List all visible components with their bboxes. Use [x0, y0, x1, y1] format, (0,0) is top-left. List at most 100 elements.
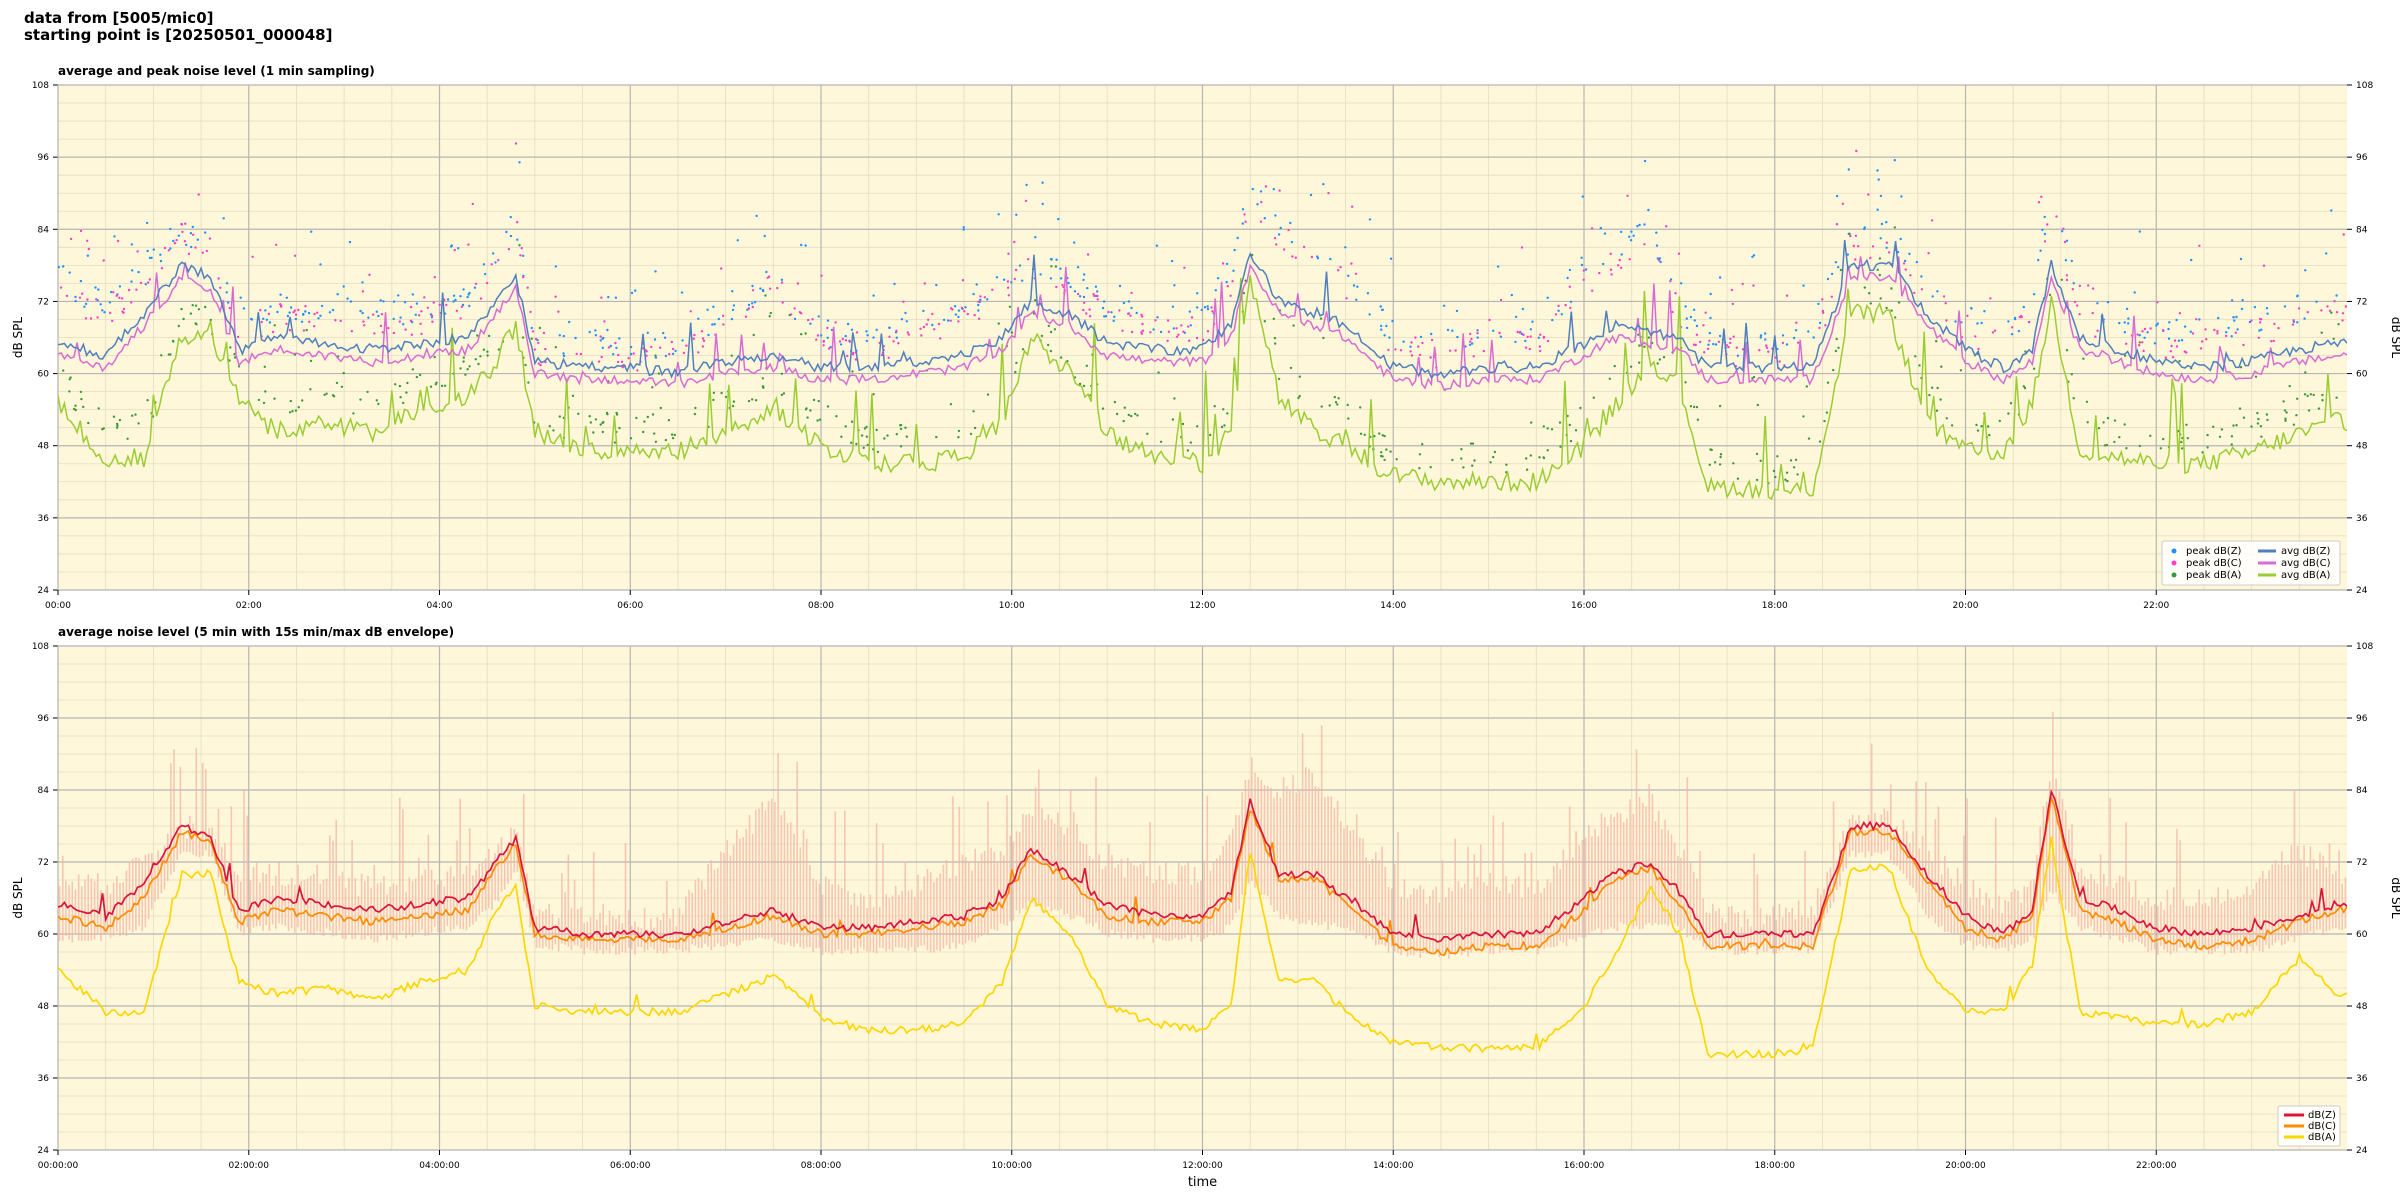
- peak-point: [1049, 349, 1053, 353]
- peak-point: [69, 237, 73, 241]
- peak-point: [2180, 339, 2184, 342]
- peak-point: [1551, 318, 1554, 322]
- peak-point: [986, 393, 990, 396]
- peak-point: [1796, 473, 1799, 476]
- peak-point: [1767, 350, 1770, 353]
- legend-marker: [2171, 572, 2177, 578]
- peak-point: [2041, 228, 2044, 232]
- peak-point: [1980, 321, 1983, 325]
- peak-point: [328, 311, 332, 314]
- peak-point: [1157, 371, 1160, 374]
- peak-point: [558, 415, 561, 418]
- peak-point: [840, 435, 843, 438]
- peak-point: [1516, 330, 1519, 334]
- peak-point: [1118, 284, 1122, 288]
- peak-point: [2043, 232, 2047, 236]
- peak-point: [285, 322, 288, 325]
- peak-point: [1272, 188, 1276, 191]
- peak-point: [471, 202, 474, 206]
- peak-point: [275, 243, 278, 246]
- peak-point: [1469, 340, 1472, 343]
- chart-2-legend: dB(Z)dB(C)dB(A): [2277, 1105, 2341, 1147]
- peak-point: [1034, 299, 1037, 302]
- peak-point: [2071, 288, 2074, 291]
- peak-point: [957, 309, 961, 312]
- peak-point: [2106, 416, 2110, 420]
- peak-point: [1334, 401, 1338, 404]
- peak-point: [2118, 436, 2121, 439]
- peak-point: [1082, 384, 1086, 388]
- peak-point: [2127, 322, 2130, 325]
- peak-point: [1983, 310, 1986, 313]
- peak-point: [1233, 248, 1236, 252]
- peak-point: [320, 304, 324, 308]
- peak-point: [2242, 343, 2245, 347]
- peak-point: [1418, 353, 1422, 357]
- peak-point: [1319, 317, 1323, 320]
- peak-point: [323, 393, 326, 396]
- peak-point: [651, 386, 654, 389]
- peak-point: [1359, 432, 1363, 435]
- peak-point: [68, 390, 71, 393]
- peak-point: [2233, 319, 2236, 322]
- peak-point: [87, 421, 90, 425]
- peak-point: [747, 307, 751, 310]
- peak-point: [1409, 350, 1412, 353]
- peak-point: [1751, 377, 1754, 380]
- y-tick-label-right: 108: [2356, 81, 2373, 91]
- peak-point: [865, 330, 868, 333]
- peak-point: [1274, 342, 1277, 345]
- peak-point: [651, 413, 655, 416]
- peak-point: [1078, 295, 1082, 298]
- peak-point: [946, 319, 950, 322]
- peak-point: [931, 323, 934, 327]
- peak-point: [1976, 429, 1980, 432]
- peak-point: [2125, 307, 2129, 311]
- peak-point: [1528, 347, 1532, 351]
- peak-point: [1857, 245, 1860, 248]
- peak-point: [1998, 419, 2002, 423]
- peak-point: [1954, 320, 1957, 323]
- peak-point: [1823, 419, 1826, 423]
- peak-point: [1344, 246, 1347, 249]
- peak-point: [1542, 425, 1546, 428]
- peak-point: [2022, 385, 2026, 388]
- peak-point: [405, 391, 408, 394]
- peak-point: [1113, 400, 1117, 404]
- peak-point: [862, 446, 865, 449]
- peak-point: [2242, 416, 2246, 419]
- peak-point: [2257, 336, 2260, 339]
- peak-point: [1002, 278, 1006, 281]
- peak-point: [1470, 337, 1473, 341]
- peak-point: [972, 292, 975, 296]
- peak-point: [1259, 190, 1263, 193]
- peak-point: [766, 276, 769, 279]
- peak-point: [522, 275, 525, 279]
- peak-point: [1418, 467, 1421, 470]
- peak-point: [1529, 454, 1533, 457]
- peak-point: [721, 314, 725, 317]
- y-tick-label: 72: [38, 297, 49, 307]
- peak-point: [1904, 268, 1907, 271]
- peak-point: [538, 326, 542, 330]
- peak-point: [1430, 338, 1434, 342]
- legend-label: peak dB(Z): [2186, 546, 2242, 557]
- peak-point: [701, 337, 705, 340]
- peak-point: [2173, 339, 2177, 342]
- peak-point: [467, 293, 470, 296]
- x-tick-label: 12:00: [1190, 601, 1216, 611]
- peak-point: [1177, 333, 1180, 336]
- peak-point: [300, 320, 304, 323]
- peak-point: [1835, 337, 1838, 341]
- peak-point: [122, 307, 126, 311]
- peak-point: [486, 354, 489, 357]
- peak-point: [838, 340, 842, 343]
- peak-point: [477, 362, 480, 366]
- peak-point: [1890, 309, 1893, 312]
- peak-point: [997, 213, 1000, 216]
- peak-point: [2270, 340, 2273, 343]
- peak-point: [1792, 336, 1796, 340]
- peak-point: [2063, 240, 2067, 244]
- peak-point: [267, 312, 271, 316]
- peak-point: [539, 363, 542, 367]
